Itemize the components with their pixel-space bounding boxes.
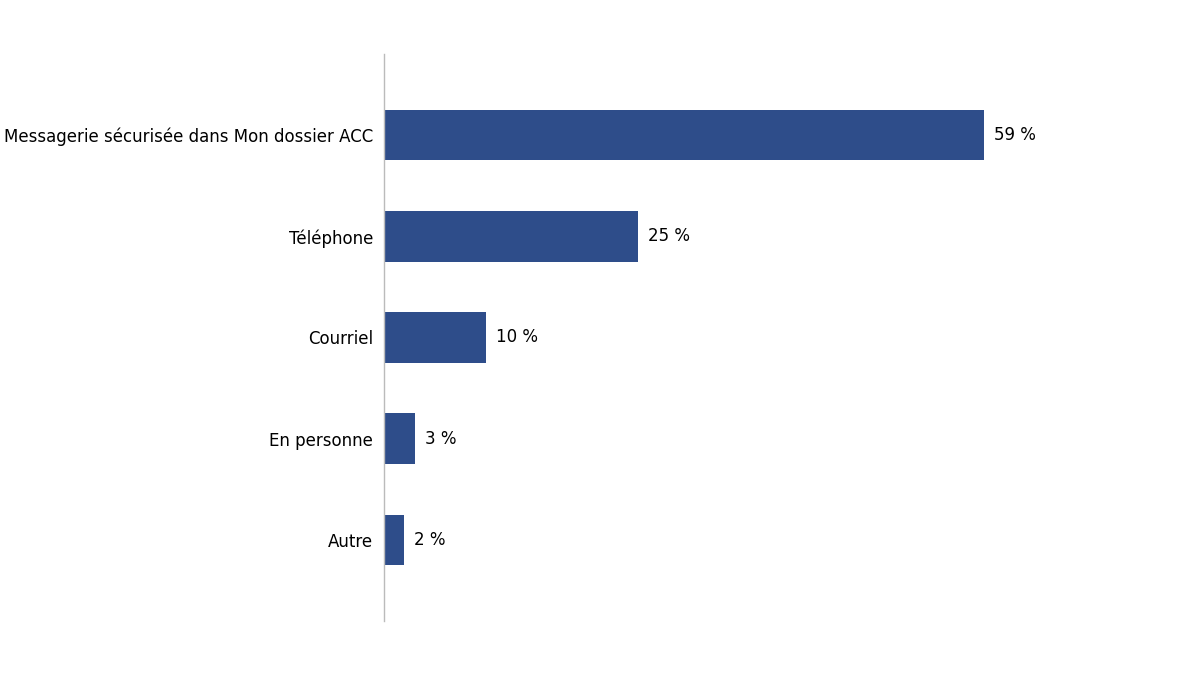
Bar: [384, 110, 984, 161]
Text: 3 %: 3 %: [425, 430, 456, 448]
Text: 59 %: 59 %: [994, 126, 1036, 144]
Bar: [384, 514, 404, 566]
Text: 2 %: 2 %: [414, 531, 446, 549]
Bar: [384, 211, 638, 262]
Bar: [384, 312, 486, 363]
Bar: [384, 413, 414, 464]
Text: 10 %: 10 %: [496, 329, 538, 346]
Text: 25 %: 25 %: [648, 227, 690, 245]
